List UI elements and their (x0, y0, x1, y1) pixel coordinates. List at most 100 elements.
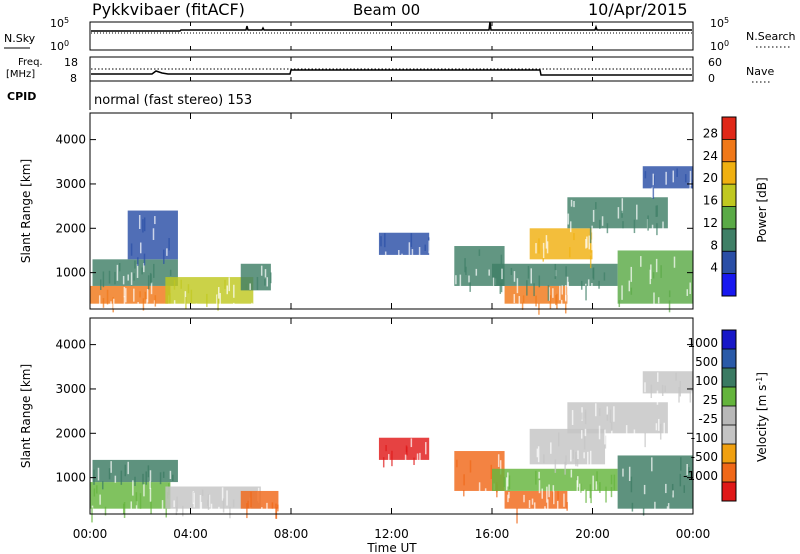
echo-speckle (149, 470, 152, 482)
echo-speckle (605, 486, 607, 503)
echo-speckle (661, 384, 664, 396)
echo-speckle (621, 285, 623, 300)
noise-panel-frame (89, 21, 694, 51)
noise-left-tick-top: 105 (50, 16, 69, 31)
echo-speckle (633, 219, 636, 234)
echo-speckle (516, 508, 518, 524)
echo-speckle (570, 449, 572, 462)
echo-speckle (123, 296, 126, 311)
echo-speckle (603, 272, 606, 281)
echo-speckle (656, 205, 658, 217)
echo-speckle (538, 471, 540, 479)
echo-speckle (548, 287, 550, 301)
echo-speckle (180, 279, 182, 289)
echo-speckle (606, 412, 609, 421)
echo-speckle (651, 457, 653, 472)
echo-speckle (134, 476, 136, 486)
echo-speckle (622, 468, 624, 477)
echo-speckle (588, 235, 591, 250)
echo-speckle (130, 272, 133, 285)
freq-tick-bottom: 8 (70, 72, 77, 85)
noise-right-tick-bottom: 100 (710, 39, 729, 54)
colorbar-segment (722, 387, 736, 407)
echo-speckle (663, 422, 665, 439)
echo-speckle (419, 452, 421, 466)
echo-speckle (559, 285, 561, 301)
echo-speckle (580, 483, 582, 493)
echo-speckle (122, 275, 125, 285)
echo-speckle (644, 432, 646, 448)
echo-speckle (135, 492, 138, 506)
y-tick-label: 1000 (55, 471, 86, 485)
echo-speckle (459, 274, 462, 290)
echo-speckle (651, 224, 654, 240)
echo-speckle (610, 487, 613, 498)
echo-speckle (683, 485, 686, 493)
echo-region (642, 166, 693, 189)
echo-speckle (589, 450, 592, 467)
echo-speckle (195, 303, 198, 316)
echo-speckle (404, 454, 407, 470)
echo-speckle (537, 446, 540, 463)
echo-speckle (508, 491, 510, 499)
echo-speckle (584, 411, 587, 425)
echo-speckle (680, 457, 682, 471)
echo-speckle (557, 432, 560, 447)
echo-speckle (249, 283, 251, 290)
echo-speckle (689, 182, 691, 192)
echo-speckle (549, 295, 552, 309)
power-colorbar: 4 8 12 16 20 24 28 (703, 116, 737, 297)
echo-speckle (585, 490, 587, 503)
echo-speckle (591, 282, 593, 295)
echo-region (92, 459, 178, 483)
echo-speckle (675, 372, 677, 381)
echo-speckle (628, 466, 631, 481)
colorbar-segment (722, 425, 736, 445)
colorbar-tick-label: 4 (710, 261, 718, 275)
echo-speckle (556, 293, 558, 309)
echo-region (504, 490, 568, 509)
echo-speckle (604, 429, 606, 445)
echo-speckle (384, 251, 387, 268)
echo-speckle (401, 253, 403, 269)
echo-speckle (144, 291, 147, 300)
echo-speckle (571, 410, 574, 425)
echo-speckle (169, 269, 172, 276)
echo-speckle (535, 470, 537, 485)
echo-speckle (595, 403, 597, 417)
echo-speckle (506, 477, 508, 491)
echo-speckle (510, 267, 513, 275)
echo-speckle (595, 202, 597, 210)
echo-speckle (99, 279, 102, 291)
echo-speckle (416, 453, 419, 463)
echo-speckle (256, 276, 259, 290)
echo-speckle (521, 302, 524, 310)
freq-trace (91, 69, 692, 76)
echo-speckle (391, 450, 393, 467)
echo-speckle (590, 239, 592, 253)
echo-speckle (201, 489, 204, 496)
echo-speckle (660, 265, 662, 278)
echo-speckle (566, 276, 569, 288)
echo-speckle (99, 494, 101, 505)
echo-speckle (671, 483, 674, 495)
echo-speckle (592, 267, 595, 280)
echo-speckle (102, 298, 105, 308)
echo-speckle (398, 250, 400, 264)
velocity-y-axis-label: Slant Range [km] (19, 364, 33, 468)
echo-speckle (232, 499, 235, 508)
echo-speckle (152, 228, 155, 240)
echo-speckle (455, 275, 457, 285)
echo-speckle (672, 490, 674, 498)
echo-region (642, 371, 693, 394)
echo-speckle (586, 236, 588, 248)
echo-speckle (137, 257, 139, 266)
echo-speckle (518, 296, 521, 305)
velocity-colorbar: 1000 500 100 25 -25 -100 -500 -1000 (683, 329, 737, 502)
x-tick-label: 20:00 (575, 527, 610, 541)
echo-speckle (550, 442, 552, 454)
echo-speckle (657, 372, 659, 382)
echo-speckle (599, 482, 601, 493)
echo-speckle (630, 287, 633, 295)
echo-speckle (552, 485, 555, 492)
